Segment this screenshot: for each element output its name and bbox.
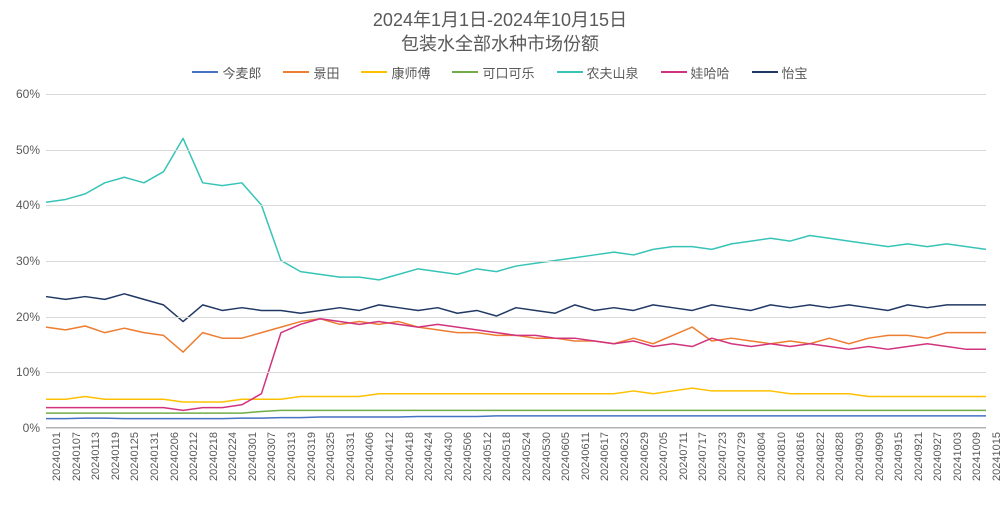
chart-title-line1: 2024年1月1日-2024年10月15日 xyxy=(0,8,1000,32)
x-axis: 20240101 20240107 20240113 20240119 20240125… xyxy=(46,428,986,508)
x-tick-label: 20240430 xyxy=(443,432,455,481)
legend-item: 康师傅 xyxy=(361,63,430,82)
x-tick-label: 20240418 xyxy=(404,432,416,481)
gridline xyxy=(46,317,986,318)
x-tick-label: 20240822 xyxy=(815,432,827,481)
series-line xyxy=(46,138,986,280)
x-tick-label: 20240816 xyxy=(795,432,807,481)
legend-item: 农夫山泉 xyxy=(557,63,639,82)
y-tick-label: 30% xyxy=(16,254,40,268)
gridline xyxy=(46,150,986,151)
x-tick-label: 20241009 xyxy=(971,432,983,481)
x-tick-label: 20240512 xyxy=(482,432,494,481)
x-tick-label: 20240218 xyxy=(208,432,220,481)
legend-swatch xyxy=(283,71,309,73)
x-tick-label: 20240319 xyxy=(306,432,318,481)
y-tick-label: 10% xyxy=(16,365,40,379)
chart-title-line2: 包装水全部水种市场份额 xyxy=(0,32,1000,56)
x-tick-label: 20240331 xyxy=(345,432,357,481)
x-tick-label: 20240518 xyxy=(501,432,513,481)
market-share-line-chart: 2024年1月1日-2024年10月15日 包装水全部水种市场份额 今麦郎 景田 康… xyxy=(0,0,1000,508)
legend-label: 康师傅 xyxy=(391,63,430,82)
x-tick-label: 20240605 xyxy=(560,432,572,481)
series-line xyxy=(46,388,986,402)
x-tick-label: 20240629 xyxy=(639,432,651,481)
x-tick-label: 20240131 xyxy=(149,432,161,481)
legend-label: 娃哈哈 xyxy=(691,63,730,82)
legend-item: 今麦郎 xyxy=(192,63,261,82)
x-tick-label: 20240206 xyxy=(169,432,181,481)
x-tick-label: 20240903 xyxy=(854,432,866,481)
series-line xyxy=(46,410,986,413)
x-tick-label: 20240828 xyxy=(834,432,846,481)
x-tick-label: 20240729 xyxy=(736,432,748,481)
y-tick-label: 60% xyxy=(16,87,40,101)
y-tick-label: 40% xyxy=(16,198,40,212)
legend-swatch xyxy=(452,71,478,73)
y-axis: 0%10%20%30%40%50%60% xyxy=(0,94,46,428)
x-tick-label: 20240506 xyxy=(462,432,474,481)
x-tick-label: 20240113 xyxy=(90,432,102,480)
x-tick-label: 20240927 xyxy=(932,432,944,481)
x-tick-label: 20240212 xyxy=(188,432,200,481)
x-tick-label: 20240424 xyxy=(423,432,435,481)
legend-swatch xyxy=(361,71,387,73)
x-tick-label: 20240119 xyxy=(110,432,122,480)
x-tick-label: 20240224 xyxy=(227,432,239,481)
legend-label: 景田 xyxy=(313,63,339,82)
x-tick-label: 20240101 xyxy=(51,432,63,481)
x-tick-label: 20240301 xyxy=(247,432,259,481)
y-tick-label: 20% xyxy=(16,310,40,324)
legend-label: 怡宝 xyxy=(782,63,808,82)
x-tick-label: 20240617 xyxy=(599,432,611,481)
x-tick-label: 20240530 xyxy=(541,432,553,481)
y-tick-label: 0% xyxy=(23,421,40,435)
legend-label: 农夫山泉 xyxy=(587,63,639,82)
x-tick-label: 20241003 xyxy=(952,432,964,481)
x-tick-label: 20240717 xyxy=(697,432,709,481)
x-tick-label: 20240611 xyxy=(580,432,592,480)
gridline xyxy=(46,261,986,262)
legend-item: 可口可乐 xyxy=(452,63,534,82)
x-tick-label: 20240107 xyxy=(71,432,83,481)
legend-swatch xyxy=(192,71,218,73)
legend-swatch xyxy=(557,71,583,73)
x-tick-label: 20240325 xyxy=(325,432,337,481)
plot-area xyxy=(46,94,986,428)
x-tick-label: 20240524 xyxy=(521,432,533,481)
legend-item: 怡宝 xyxy=(752,63,808,82)
x-tick-label: 20240307 xyxy=(266,432,278,481)
x-tick-label: 20240313 xyxy=(286,432,298,481)
gridline xyxy=(46,94,986,95)
y-tick-label: 50% xyxy=(16,143,40,157)
x-tick-label: 20241015 xyxy=(991,432,1000,481)
x-tick-label: 20240711 xyxy=(678,432,690,480)
x-tick-label: 20240915 xyxy=(893,432,905,481)
legend-label: 今麦郎 xyxy=(222,63,261,82)
x-tick-label: 20240623 xyxy=(619,432,631,481)
legend-label: 可口可乐 xyxy=(482,63,534,82)
x-tick-label: 20240804 xyxy=(756,432,768,481)
x-tick-label: 20240921 xyxy=(913,432,925,481)
legend-swatch xyxy=(752,71,778,73)
legend-item: 景田 xyxy=(283,63,339,82)
gridline xyxy=(46,205,986,206)
x-tick-label: 20240723 xyxy=(717,432,729,481)
legend-item: 娃哈哈 xyxy=(661,63,730,82)
gridline xyxy=(46,372,986,373)
legend-swatch xyxy=(661,71,687,73)
x-tick-label: 20240909 xyxy=(874,432,886,481)
x-tick-label: 20240705 xyxy=(658,432,670,481)
chart-legend: 今麦郎 景田 康师傅 可口可乐 农夫山泉 娃哈哈 怡宝 xyxy=(0,57,1000,84)
x-tick-label: 20240810 xyxy=(776,432,788,481)
x-tick-label: 20240125 xyxy=(129,432,141,481)
series-line xyxy=(46,416,986,419)
x-tick-label: 20240412 xyxy=(384,432,396,481)
series-line xyxy=(46,319,986,411)
chart-titles: 2024年1月1日-2024年10月15日 包装水全部水种市场份额 xyxy=(0,0,1000,57)
x-tick-label: 20240406 xyxy=(364,432,376,481)
